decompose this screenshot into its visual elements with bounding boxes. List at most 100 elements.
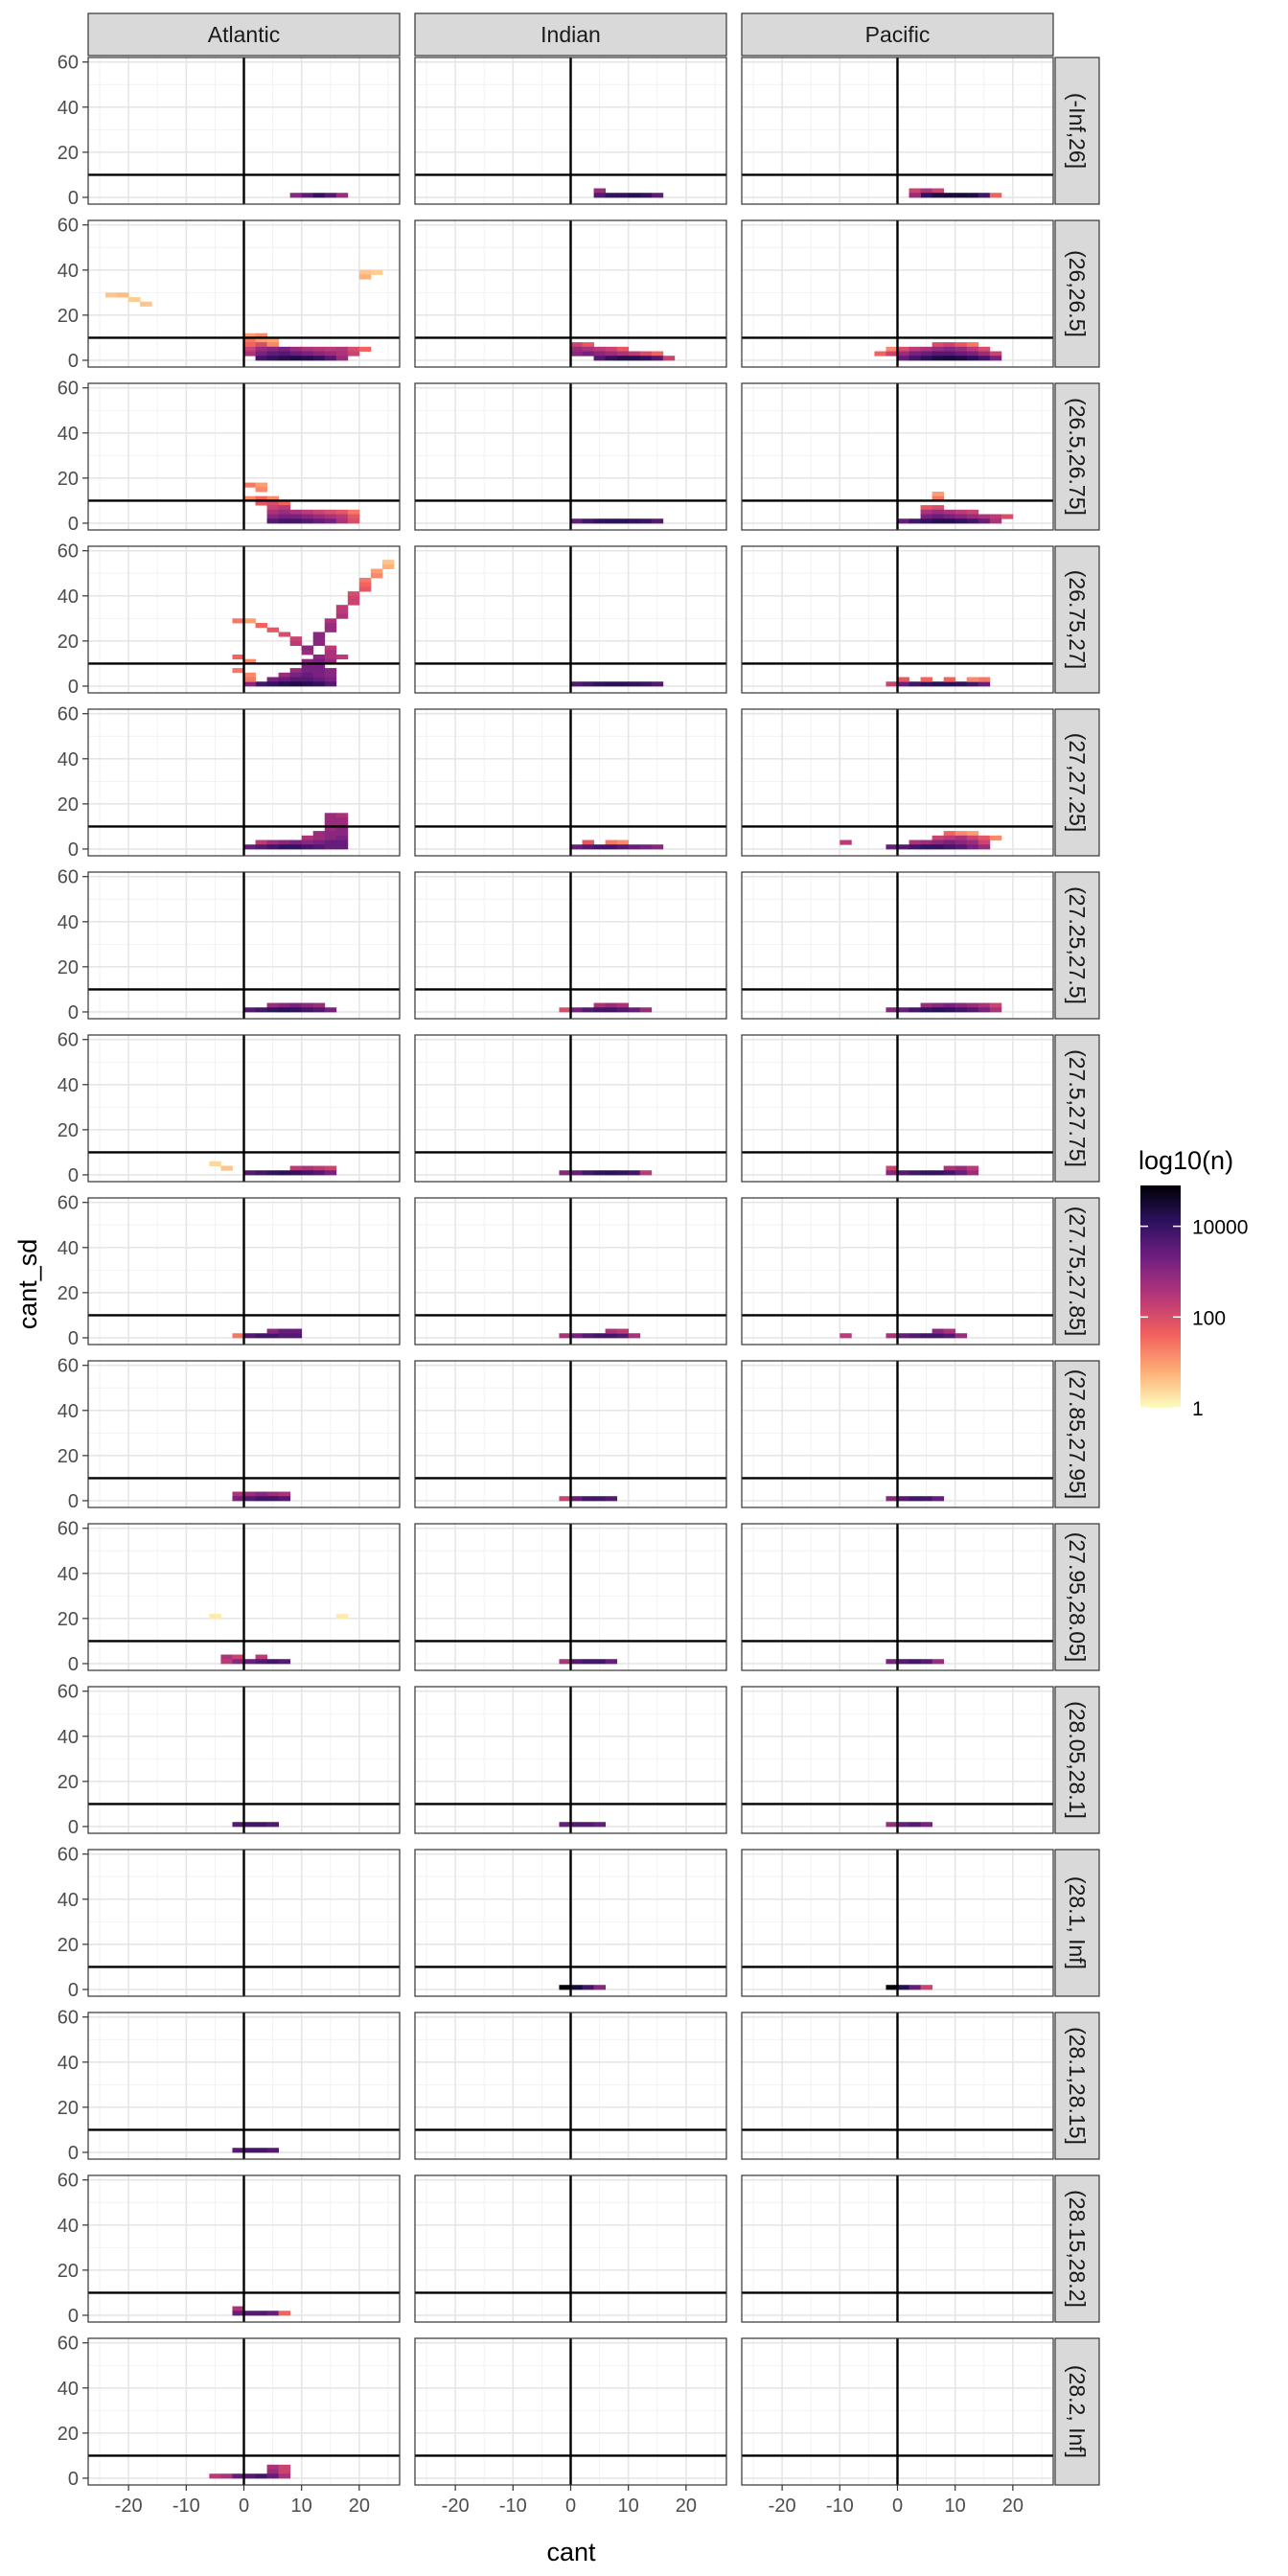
panel-border bbox=[414, 708, 727, 857]
y-tick-label: 0 bbox=[68, 2143, 79, 2164]
heatmap-tile bbox=[289, 1333, 303, 1339]
heatmap-tile bbox=[266, 627, 280, 632]
row-strip bbox=[1054, 1849, 1100, 1997]
heatmap-tile bbox=[559, 1333, 571, 1339]
row-strip bbox=[1054, 1686, 1100, 1834]
heatmap-tile bbox=[920, 505, 933, 511]
heatmap-tile bbox=[978, 356, 991, 361]
heatmap-tile bbox=[301, 835, 314, 840]
heatmap-tile bbox=[255, 844, 267, 850]
x-tick-label: 0 bbox=[892, 2496, 903, 2517]
heatmap-tile bbox=[920, 351, 933, 356]
heatmap-tile bbox=[301, 193, 314, 198]
heatmap-tile bbox=[943, 831, 956, 837]
heatmap-tile bbox=[628, 1170, 641, 1176]
heatmap-tile bbox=[954, 840, 968, 845]
heatmap-tile bbox=[605, 681, 618, 687]
heatmap-tile bbox=[324, 672, 337, 678]
row-strip-label: (26.5,26.75] bbox=[1065, 398, 1090, 516]
heatmap-tile bbox=[920, 346, 933, 352]
heatmap-tile bbox=[347, 518, 360, 524]
heatmap-tile bbox=[920, 1659, 933, 1665]
heatmap-tile bbox=[932, 514, 945, 519]
y-tick-label: 20 bbox=[58, 143, 79, 164]
heatmap-tile bbox=[989, 193, 1002, 198]
y-tick-label: 20 bbox=[58, 1120, 79, 1141]
x-tick-label: 20 bbox=[676, 2496, 697, 2517]
heatmap-tile bbox=[358, 582, 372, 587]
heatmap-tile bbox=[932, 1007, 945, 1013]
heatmap-tile bbox=[966, 1007, 979, 1013]
panel-border bbox=[87, 1686, 401, 1834]
heatmap-tile bbox=[593, 1007, 607, 1013]
y-axis-title: cant_sd bbox=[13, 1239, 42, 1330]
heatmap-tile bbox=[639, 518, 653, 524]
heatmap-tile bbox=[301, 681, 314, 687]
heatmap-tile bbox=[324, 509, 337, 515]
heatmap-tile bbox=[232, 1659, 244, 1665]
heatmap-tile bbox=[920, 677, 933, 682]
heatmap-tile bbox=[289, 509, 303, 515]
heatmap-tile bbox=[978, 681, 991, 687]
heatmap-tile bbox=[312, 840, 326, 845]
heatmap-tile bbox=[255, 681, 267, 687]
heatmap-tile bbox=[243, 1822, 256, 1828]
heatmap-tile bbox=[582, 1007, 594, 1013]
y-tick-label: 40 bbox=[58, 98, 79, 119]
panel-border bbox=[741, 382, 1054, 531]
x-tick-label: -20 bbox=[769, 2496, 796, 2517]
heatmap-tile bbox=[582, 351, 594, 356]
heatmap-tile bbox=[289, 1007, 303, 1013]
heatmap-tile bbox=[559, 1985, 571, 1990]
heatmap-tile bbox=[243, 2473, 256, 2479]
heatmap-tile bbox=[301, 1002, 314, 1008]
y-tick-label: 60 bbox=[58, 1030, 79, 1051]
heatmap-tile bbox=[289, 1002, 303, 1008]
heatmap-tile bbox=[897, 1822, 909, 1828]
heatmap-tile bbox=[616, 356, 630, 361]
heatmap-tile bbox=[943, 518, 956, 524]
heatmap-tile bbox=[312, 668, 326, 674]
y-tick-label: 40 bbox=[58, 586, 79, 608]
heatmap-tile bbox=[908, 1007, 921, 1013]
heatmap-tile bbox=[243, 2148, 256, 2153]
heatmap-tile bbox=[605, 1659, 618, 1665]
heatmap-tile bbox=[662, 356, 676, 361]
heatmap-tile bbox=[966, 831, 979, 837]
heatmap-tile bbox=[989, 514, 1002, 519]
heatmap-tile bbox=[966, 835, 979, 840]
heatmap-tile bbox=[920, 1170, 933, 1176]
heatmap-tile bbox=[289, 640, 303, 646]
heatmap-tile bbox=[266, 495, 280, 501]
heatmap-tile bbox=[324, 650, 337, 656]
heatmap-tile bbox=[920, 518, 933, 524]
y-tick-label: 0 bbox=[68, 840, 79, 861]
heatmap-tile bbox=[605, 518, 618, 524]
heatmap-tile bbox=[324, 193, 337, 198]
heatmap-tile bbox=[954, 346, 968, 352]
panel-border bbox=[741, 1686, 1054, 1834]
y-tick-label: 20 bbox=[58, 2424, 79, 2445]
heatmap-tile bbox=[243, 1007, 256, 1013]
heatmap-tile bbox=[932, 351, 945, 356]
x-tick-label: 10 bbox=[618, 2496, 639, 2517]
heatmap-tile bbox=[616, 1002, 630, 1008]
heatmap-tile bbox=[943, 356, 956, 361]
heatmap-tile bbox=[312, 636, 326, 642]
panel-border bbox=[87, 708, 401, 857]
heatmap-tile bbox=[289, 681, 303, 687]
heatmap-tile bbox=[628, 1007, 641, 1013]
heatmap-tile bbox=[370, 568, 383, 574]
y-tick-label: 0 bbox=[68, 188, 79, 209]
heatmap-tile bbox=[570, 1496, 583, 1502]
heatmap-tile bbox=[358, 346, 372, 352]
heatmap-tile bbox=[312, 1170, 326, 1176]
heatmap-tile bbox=[255, 346, 267, 352]
heatmap-tile bbox=[559, 1496, 571, 1502]
heatmap-tile bbox=[324, 844, 337, 850]
y-tick-label: 60 bbox=[58, 216, 79, 237]
row-strip bbox=[1054, 1360, 1100, 1508]
heatmap-tile bbox=[908, 1496, 921, 1502]
heatmap-tile bbox=[335, 835, 349, 840]
heatmap-tile bbox=[324, 645, 337, 651]
